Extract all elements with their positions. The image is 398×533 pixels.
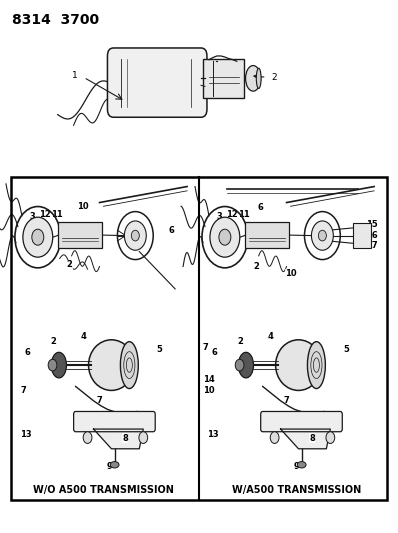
Text: 8: 8	[123, 434, 128, 442]
Text: 11: 11	[238, 211, 250, 219]
Text: 13: 13	[20, 430, 32, 439]
Text: 9: 9	[107, 462, 112, 471]
Ellipse shape	[275, 340, 322, 390]
Text: 6: 6	[24, 349, 30, 357]
Ellipse shape	[297, 462, 306, 468]
Ellipse shape	[139, 432, 148, 443]
Ellipse shape	[131, 230, 139, 241]
Text: 5: 5	[343, 345, 349, 353]
Text: 7: 7	[202, 343, 208, 352]
Text: W/O A500 TRANSMISSION: W/O A500 TRANSMISSION	[33, 484, 174, 495]
Text: 16: 16	[366, 231, 378, 240]
Bar	[11, 177, 387, 500]
Text: 3: 3	[30, 212, 35, 221]
Ellipse shape	[318, 230, 326, 241]
FancyBboxPatch shape	[74, 411, 155, 432]
Ellipse shape	[83, 432, 92, 443]
Ellipse shape	[235, 359, 244, 371]
Text: 7: 7	[97, 397, 102, 405]
Ellipse shape	[210, 217, 240, 257]
Ellipse shape	[308, 342, 326, 389]
Ellipse shape	[246, 66, 261, 91]
Text: 7: 7	[20, 386, 26, 394]
Text: 17: 17	[366, 241, 378, 249]
Ellipse shape	[311, 221, 334, 250]
Text: 13: 13	[207, 430, 219, 439]
FancyBboxPatch shape	[107, 48, 207, 117]
Ellipse shape	[32, 229, 44, 245]
Text: 6: 6	[211, 349, 217, 357]
FancyBboxPatch shape	[261, 411, 342, 432]
Polygon shape	[281, 429, 330, 449]
Text: 6: 6	[258, 204, 263, 212]
Ellipse shape	[51, 352, 66, 378]
Ellipse shape	[125, 221, 146, 250]
Text: 2: 2	[67, 261, 72, 269]
Text: 6: 6	[168, 226, 174, 235]
Ellipse shape	[238, 352, 254, 378]
Text: 10: 10	[285, 269, 297, 278]
Text: 2: 2	[254, 262, 259, 271]
Text: W/A500 TRANSMISSION: W/A500 TRANSMISSION	[232, 484, 361, 495]
Text: 4: 4	[81, 333, 86, 341]
Text: 2: 2	[238, 337, 244, 345]
FancyBboxPatch shape	[353, 223, 371, 248]
Text: 14: 14	[203, 375, 215, 384]
FancyBboxPatch shape	[245, 222, 289, 248]
Ellipse shape	[219, 229, 231, 245]
FancyBboxPatch shape	[203, 59, 244, 98]
Ellipse shape	[270, 432, 279, 443]
Ellipse shape	[326, 432, 335, 443]
Text: 8: 8	[310, 434, 315, 442]
Polygon shape	[94, 429, 143, 449]
Ellipse shape	[256, 68, 261, 88]
Text: 7: 7	[284, 397, 289, 405]
Text: 4: 4	[268, 333, 273, 341]
Ellipse shape	[120, 342, 139, 389]
Text: 10: 10	[203, 386, 215, 394]
Ellipse shape	[110, 462, 119, 468]
Text: 8314  3700: 8314 3700	[12, 13, 99, 27]
Text: 12: 12	[226, 210, 238, 219]
Text: 11: 11	[51, 211, 63, 219]
Text: 2: 2	[51, 337, 57, 345]
Ellipse shape	[23, 217, 53, 257]
Text: 10: 10	[77, 202, 89, 211]
Text: 3: 3	[217, 212, 222, 221]
Ellipse shape	[89, 340, 135, 390]
Ellipse shape	[48, 359, 57, 371]
Text: 5: 5	[156, 345, 162, 353]
Text: 15: 15	[366, 221, 378, 229]
Text: 1: 1	[72, 71, 78, 80]
Text: 12: 12	[39, 210, 51, 219]
Text: 9: 9	[294, 462, 299, 471]
Text: 2: 2	[271, 74, 277, 82]
FancyBboxPatch shape	[58, 222, 102, 248]
